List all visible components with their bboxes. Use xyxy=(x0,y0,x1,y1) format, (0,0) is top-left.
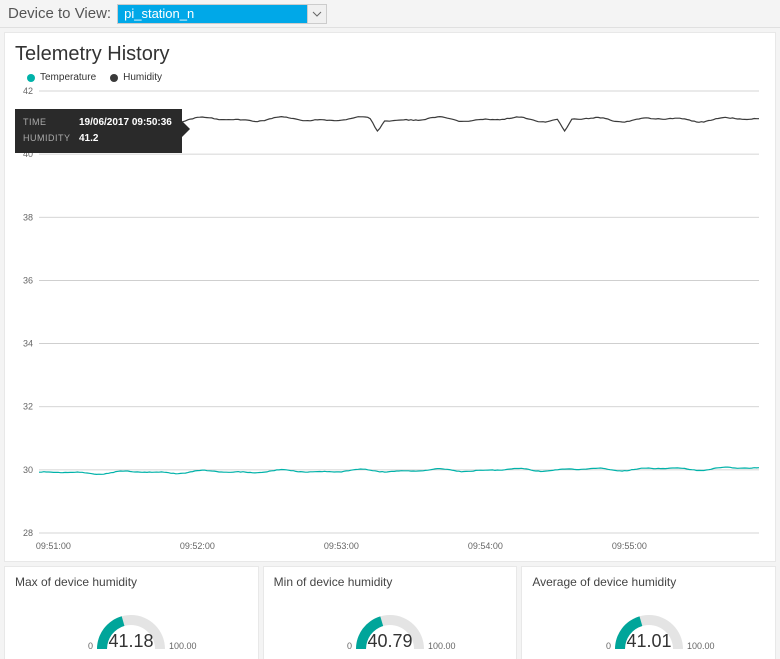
tooltip-key: TIME xyxy=(23,115,71,131)
gauge-card: Average of device humidity 41.01 0 100.00 xyxy=(521,566,776,659)
chart-legend: Temperature Humidity xyxy=(27,72,767,83)
svg-text:42: 42 xyxy=(23,87,33,96)
legend-item[interactable]: Temperature xyxy=(27,72,96,83)
svg-text:30: 30 xyxy=(23,465,33,475)
svg-text:09:55:00: 09:55:00 xyxy=(612,541,647,551)
svg-text:36: 36 xyxy=(23,275,33,285)
svg-text:100.00: 100.00 xyxy=(428,641,456,651)
legend-dot-icon xyxy=(27,74,35,82)
svg-text:0: 0 xyxy=(88,641,93,651)
top-bar: Device to View: pi_station_n xyxy=(0,0,780,28)
svg-text:41.18: 41.18 xyxy=(109,631,154,651)
chart-tooltip: TIME 19/06/2017 09:50:36 HUMIDITY 41.2 xyxy=(15,109,182,153)
legend-label: Humidity xyxy=(123,72,162,83)
svg-text:34: 34 xyxy=(23,339,33,349)
gauge-graphic: 41.01 0 100.00 xyxy=(532,597,765,657)
gauge-title: Min of device humidity xyxy=(274,575,507,589)
gauge-card: Max of device humidity 41.18 0 100.00 xyxy=(4,566,259,659)
gauge-graphic: 41.18 0 100.00 xyxy=(15,597,248,657)
svg-text:100.00: 100.00 xyxy=(687,641,715,651)
tooltip-value: 19/06/2017 09:50:36 xyxy=(79,115,172,131)
svg-text:09:52:00: 09:52:00 xyxy=(180,541,215,551)
gauge-title: Average of device humidity xyxy=(532,575,765,589)
legend-label: Temperature xyxy=(40,72,96,83)
chart-panel: Telemetry History Temperature Humidity 28… xyxy=(4,32,776,562)
svg-text:0: 0 xyxy=(606,641,611,651)
svg-text:41.01: 41.01 xyxy=(626,631,671,651)
chart-plot[interactable]: 283032343638404209:51:0009:52:0009:53:00… xyxy=(15,87,765,557)
legend-item[interactable]: Humidity xyxy=(110,72,162,83)
chart-title: Telemetry History xyxy=(15,43,767,66)
svg-text:09:54:00: 09:54:00 xyxy=(468,541,503,551)
svg-text:100.00: 100.00 xyxy=(169,641,197,651)
svg-text:09:51:00: 09:51:00 xyxy=(36,541,71,551)
svg-text:28: 28 xyxy=(23,528,33,538)
tooltip-value: 41.2 xyxy=(79,131,98,147)
device-label: Device to View: xyxy=(8,5,111,22)
svg-text:38: 38 xyxy=(23,212,33,222)
gauges-row: Max of device humidity41.180100.00Min of… xyxy=(4,566,776,659)
legend-dot-icon xyxy=(110,74,118,82)
svg-text:0: 0 xyxy=(347,641,352,651)
svg-text:40.79: 40.79 xyxy=(367,631,412,651)
gauge-title: Max of device humidity xyxy=(15,575,248,589)
device-select[interactable]: pi_station_n xyxy=(117,4,327,24)
tooltip-key: HUMIDITY xyxy=(23,131,71,147)
svg-text:09:53:00: 09:53:00 xyxy=(324,541,359,551)
gauge-card: Min of device humidity 40.79 0 100.00 xyxy=(263,566,518,659)
svg-text:32: 32 xyxy=(23,402,33,412)
chevron-down-icon xyxy=(307,5,326,23)
gauge-graphic: 40.79 0 100.00 xyxy=(274,597,507,657)
device-select-value: pi_station_n xyxy=(118,6,307,21)
